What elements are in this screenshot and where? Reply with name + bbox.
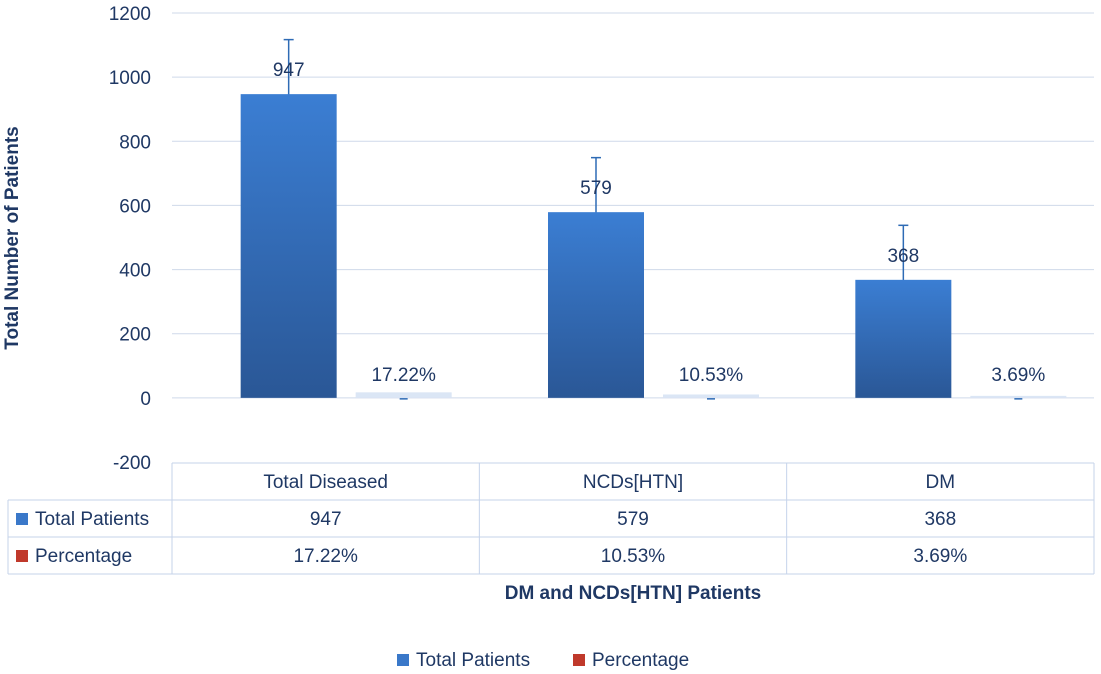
table-cell: 368 xyxy=(924,509,956,530)
bar-percentage xyxy=(355,392,452,398)
y-tick-label: 600 xyxy=(119,196,151,217)
table-cell: 947 xyxy=(310,509,342,530)
table-row-label: Percentage xyxy=(35,546,132,567)
bar-total-patients xyxy=(240,94,337,398)
legend-swatch xyxy=(573,654,585,666)
x-axis-title: DM and NCDs[HTN] Patients xyxy=(505,583,762,604)
y-tick-label: 1200 xyxy=(109,4,151,25)
y-tick-label: -200 xyxy=(113,453,151,474)
table-header-cell: NCDs[HTN] xyxy=(583,472,683,493)
y-tick-label: 400 xyxy=(119,261,151,282)
data-labels: 947 579 368 17.22% 10.53% 3.69% xyxy=(273,60,1046,386)
y-tick-label: 1000 xyxy=(109,68,151,89)
table-cell: 10.53% xyxy=(601,546,666,567)
data-label: 579 xyxy=(580,178,612,199)
bar-percentage xyxy=(663,394,759,398)
y-tick-label: 800 xyxy=(119,132,151,153)
legend: Total Patients Percentage xyxy=(397,650,689,671)
data-table: Total Diseased NCDs[HTN] DM Total Patients 9… xyxy=(7,462,1095,575)
legend-label: Percentage xyxy=(592,650,689,671)
bars xyxy=(240,94,1067,398)
table-cell: 579 xyxy=(617,509,649,530)
data-label: 947 xyxy=(273,60,305,81)
data-label: 368 xyxy=(887,246,919,267)
table-cell: 17.22% xyxy=(293,546,358,567)
bar-total-patients xyxy=(548,212,644,398)
table-row-label: Total Patients xyxy=(35,509,149,530)
y-tick-label: 0 xyxy=(140,389,151,410)
legend-key-swatch xyxy=(16,550,28,562)
y-axis-ticks: -200 0 200 400 600 800 1000 1200 xyxy=(109,4,151,474)
table-header-cell: DM xyxy=(926,472,956,493)
data-label: 17.22% xyxy=(371,365,436,386)
table-header-cell: Total Diseased xyxy=(263,472,388,493)
data-label: 10.53% xyxy=(679,365,744,386)
legend-swatch xyxy=(397,654,409,666)
table-cell: 3.69% xyxy=(913,546,967,567)
bar-total-patients xyxy=(855,279,952,398)
legend-key-swatch xyxy=(16,513,28,525)
legend-label: Total Patients xyxy=(416,650,530,671)
y-tick-label: 200 xyxy=(119,325,151,346)
data-label: 3.69% xyxy=(991,365,1045,386)
y-axis-title: Total Number of Patients xyxy=(2,126,23,349)
bar-percentage xyxy=(970,395,1067,398)
